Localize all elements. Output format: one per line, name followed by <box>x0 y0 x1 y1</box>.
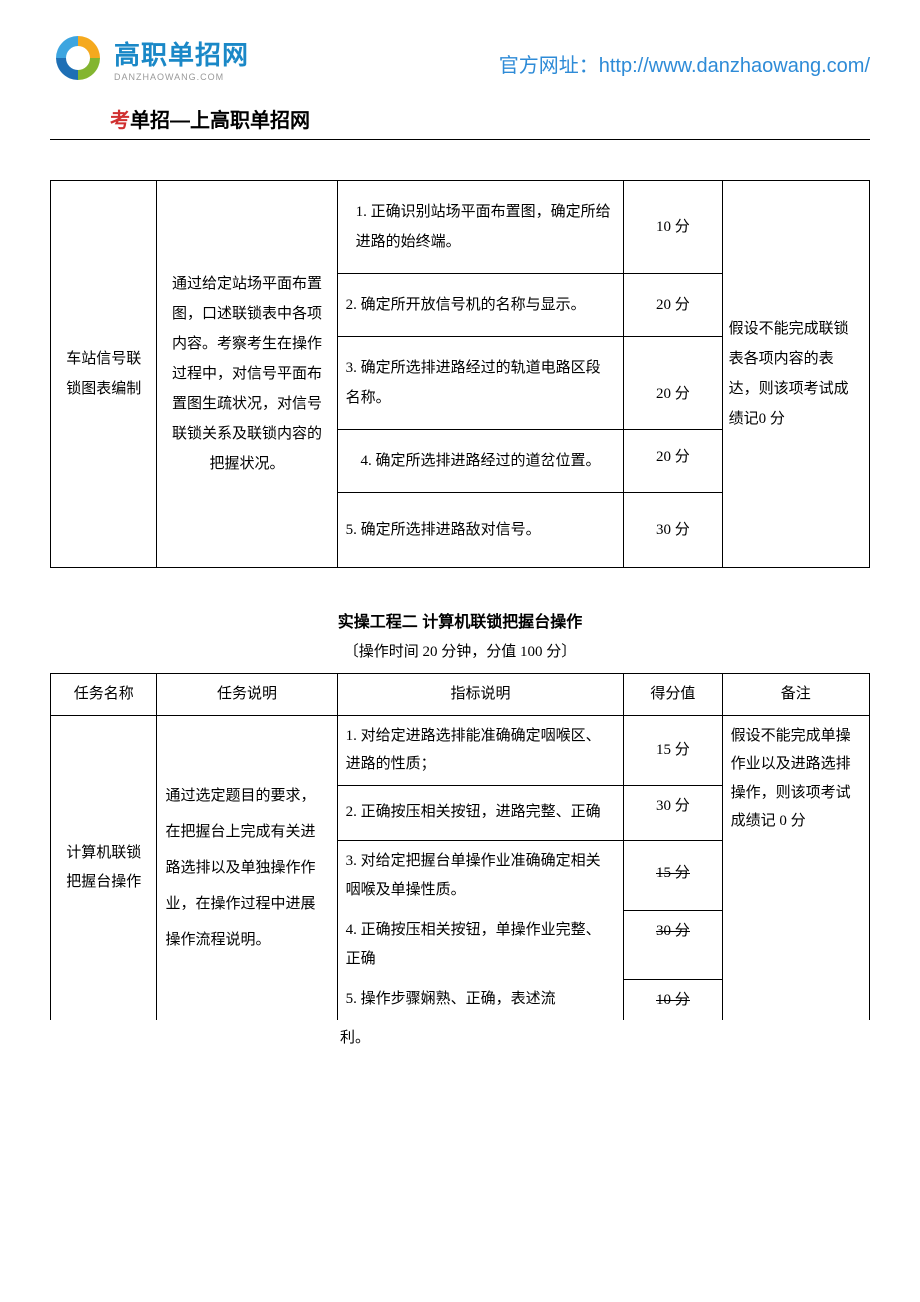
slogan-row: 考单招—上高职单招网 <box>50 96 870 140</box>
t2-indicator-3: 3. 对给定把握台单操作业准确确定相关咽喉及单操性质。 <box>337 841 624 911</box>
t2-note: 假设不能完成单操作业以及进路选排操作，则该项考试成绩记 0 分 <box>722 715 869 1020</box>
section2-title: 实操工程二 计算机联锁把握台操作 <box>50 608 870 632</box>
t1-indicator-2: 2. 确定所开放信号机的名称与显示。 <box>337 274 624 337</box>
logo-subtitle: DANZHAOWANG.COM <box>114 72 249 82</box>
t2-task-name: 计算机联锁把握台操作 <box>51 715 157 1020</box>
t2-h-task: 任务名称 <box>51 674 157 716</box>
logo-icon <box>50 30 106 86</box>
table-header-row: 任务名称 任务说明 指标说明 得分值 备注 <box>51 674 870 716</box>
logo-block: 高职单招网 DANZHAOWANG.COM <box>50 30 249 86</box>
table-row: 车站信号联锁图表编制 通过给定站场平面布置图，口述联锁表中各项内容。考察考生在操… <box>51 181 870 274</box>
table-1: 车站信号联锁图表编制 通过给定站场平面布置图，口述联锁表中各项内容。考察考生在操… <box>50 180 870 568</box>
t2-h-score: 得分值 <box>624 674 722 716</box>
t2-h-desc: 任务说明 <box>157 674 337 716</box>
t1-score-3: 20 分 <box>624 337 722 430</box>
t1-task-desc: 通过给定站场平面布置图，口述联锁表中各项内容。考察考生在操作过程中，对信号平面布… <box>157 181 337 568</box>
t2-score-5: 10 分 <box>624 979 722 1020</box>
t2-score-3: 15 分 <box>624 841 722 911</box>
logo-title: 高职单招网 <box>114 35 249 72</box>
section2-subtitle: 〔操作时间 20 分钟，分值 100 分〕 <box>50 640 870 661</box>
t2-indicator-5: 5. 操作步骤娴熟、正确，表述流 <box>337 979 624 1020</box>
t1-indicator-1: 1. 正确识别站场平面布置图，确定所给进路的始终端。 <box>337 181 624 274</box>
t1-note: 假设不能完成联锁表各项内容的表达，则该项考试成绩记0 分 <box>722 181 869 568</box>
t2-task-desc: 通过选定题目的要求，在把握台上完成有关进路选排以及单独操作作业，在操作过程中进展… <box>157 715 337 1020</box>
t2-h-note: 备注 <box>722 674 869 716</box>
t2-indicator-1: 1. 对给定进路选排能准确确定咽喉区、进路的性质； <box>337 715 624 785</box>
t1-score-2: 20 分 <box>624 274 722 337</box>
slogan-highlight: 考 <box>110 110 130 132</box>
t2-score-1: 15 分 <box>624 715 722 785</box>
table-2: 任务名称 任务说明 指标说明 得分值 备注 计算机联锁把握台操作 通过选定题目的… <box>50 673 870 1020</box>
t1-indicator-3: 3. 确定所选排进路经过的轨道电路区段名称。 <box>337 337 624 430</box>
table-row: 计算机联锁把握台操作 通过选定题目的要求，在把握台上完成有关进路选排以及单独操作… <box>51 715 870 785</box>
t1-indicator-5: 5. 确定所选排进路敌对信号。 <box>337 493 624 568</box>
t1-task-name: 车站信号联锁图表编制 <box>51 181 157 568</box>
t2-indicator-2: 2. 正确按压相关按钮，进路完整、正确 <box>337 785 624 841</box>
page-header: 高职单招网 DANZHAOWANG.COM 官方网址：http://www.da… <box>50 30 870 96</box>
t2-score-4: 30 分 <box>624 910 722 979</box>
slogan-text: 单招—上高职单招网 <box>130 110 310 132</box>
t2-below-text: 利。 <box>50 1020 870 1053</box>
t1-score-1: 10 分 <box>624 181 722 274</box>
t1-indicator-4: 4. 确定所选排进路经过的道岔位置。 <box>337 430 624 493</box>
t2-h-ind: 指标说明 <box>337 674 624 716</box>
t2-score-2: 30 分 <box>624 785 722 841</box>
official-url: 官方网址：http://www.danzhaowang.com/ <box>499 49 870 78</box>
t1-score-5: 30 分 <box>624 493 722 568</box>
t2-indicator-4: 4. 正确按压相关按钮，单操作业完整、正确 <box>337 910 624 979</box>
t1-score-4: 20 分 <box>624 430 722 493</box>
